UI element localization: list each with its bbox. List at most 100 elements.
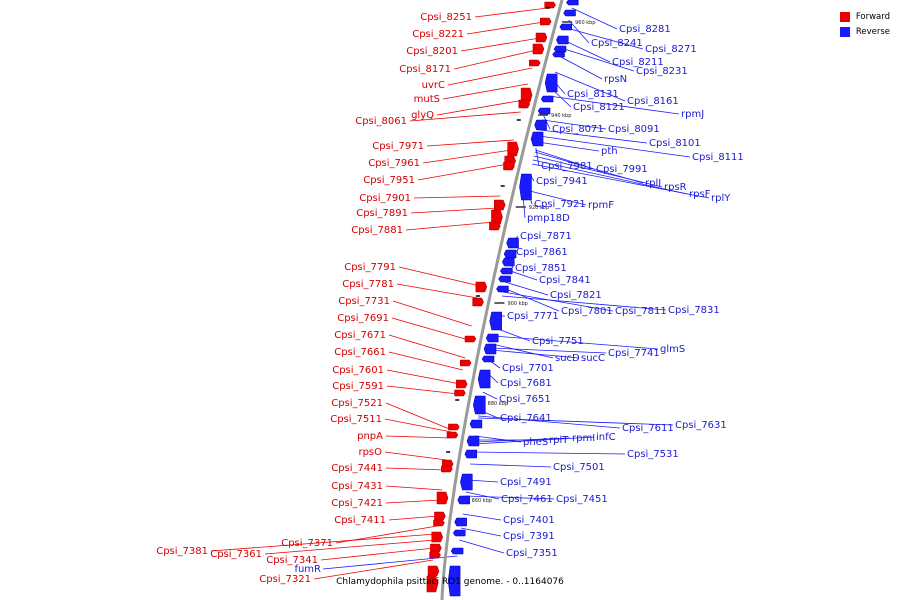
- forward-gene-label[interactable]: mutS: [414, 94, 440, 105]
- forward-gene-label[interactable]: Cpsi_7441: [331, 463, 383, 474]
- reverse-gene-label[interactable]: Cpsi_7991: [596, 164, 648, 175]
- reverse-gene-block[interactable]: [530, 131, 544, 147]
- forward-gene-label[interactable]: Cpsi_7341: [266, 555, 318, 566]
- reverse-gene-label[interactable]: rpsF: [689, 189, 711, 200]
- forward-gene-label[interactable]: Cpsi_8061: [355, 116, 407, 127]
- forward-gene-block[interactable]: [544, 1, 556, 9]
- forward-gene-label[interactable]: Cpsi_7881: [351, 225, 403, 236]
- reverse-gene-block[interactable]: [544, 73, 558, 93]
- reverse-gene-label[interactable]: Cpsi_7941: [536, 176, 588, 187]
- forward-gene-label[interactable]: Cpsi_7321: [259, 574, 311, 585]
- forward-gene-label[interactable]: Cpsi_7791: [344, 262, 396, 273]
- reverse-gene-label[interactable]: Cpsi_7461: [501, 494, 553, 505]
- forward-gene-block[interactable]: [464, 335, 477, 343]
- reverse-gene-block[interactable]: [460, 473, 473, 491]
- reverse-gene-block[interactable]: [500, 267, 513, 275]
- forward-gene-label[interactable]: Cpsi_7591: [332, 381, 384, 392]
- forward-gene-block[interactable]: [448, 423, 460, 431]
- forward-gene-block[interactable]: [539, 17, 552, 26]
- reverse-gene-label[interactable]: Cpsi_8131: [567, 89, 619, 100]
- reverse-gene-label[interactable]: Cpsi_7801: [561, 306, 613, 317]
- forward-gene-label[interactable]: Cpsi_7431: [331, 481, 383, 492]
- reverse-gene-label[interactable]: Cpsi_8091: [608, 124, 660, 135]
- forward-gene-label[interactable]: Cpsi_8251: [420, 12, 472, 23]
- reverse-gene-label[interactable]: glmS: [660, 344, 685, 355]
- reverse-gene-label[interactable]: Cpsi_7491: [500, 477, 552, 488]
- reverse-gene-block[interactable]: [481, 355, 495, 363]
- reverse-gene-block[interactable]: [566, 0, 579, 6]
- reverse-gene-label[interactable]: Cpsi_8231: [636, 66, 688, 77]
- reverse-gene-label[interactable]: rplT: [549, 435, 569, 446]
- reverse-gene-label[interactable]: Cpsi_7861: [516, 247, 568, 258]
- reverse-gene-block[interactable]: [473, 395, 486, 415]
- reverse-gene-block[interactable]: [498, 275, 511, 283]
- forward-gene-block[interactable]: [436, 491, 449, 505]
- reverse-gene-block[interactable]: [489, 311, 502, 331]
- forward-gene-block[interactable]: [431, 531, 443, 543]
- reverse-gene-label[interactable]: Cpsi_8071: [552, 124, 604, 135]
- reverse-gene-block[interactable]: [502, 257, 515, 267]
- forward-gene-block[interactable]: [489, 221, 501, 231]
- forward-gene-block[interactable]: [434, 511, 446, 521]
- reverse-gene-block[interactable]: [469, 419, 483, 429]
- forward-gene-block[interactable]: [433, 519, 445, 527]
- reverse-gene-block[interactable]: [450, 547, 464, 555]
- reverse-gene-block[interactable]: [552, 51, 565, 58]
- reverse-gene-block[interactable]: [503, 249, 517, 259]
- reverse-gene-label[interactable]: pth: [601, 146, 618, 157]
- reverse-gene-label[interactable]: sucC: [581, 353, 605, 364]
- reverse-gene-label[interactable]: Cpsi_8211: [612, 57, 664, 68]
- reverse-gene-label[interactable]: Cpsi_7501: [553, 462, 605, 473]
- reverse-gene-label[interactable]: Cpsi_8161: [627, 96, 679, 107]
- reverse-gene-label[interactable]: Cpsi_7651: [499, 394, 551, 405]
- reverse-gene-block[interactable]: [457, 495, 470, 505]
- forward-gene-label[interactable]: Cpsi_7891: [356, 208, 408, 219]
- reverse-gene-label[interactable]: pmp18D: [527, 213, 570, 224]
- forward-gene-label[interactable]: pnpA: [357, 431, 383, 442]
- forward-gene-label[interactable]: uvrC: [422, 80, 445, 91]
- forward-gene-label[interactable]: rpsO: [358, 447, 382, 458]
- forward-gene-block[interactable]: [535, 32, 548, 43]
- reverse-gene-block[interactable]: [447, 565, 461, 597]
- reverse-gene-block[interactable]: [452, 529, 466, 537]
- reverse-gene-label[interactable]: Cpsi_8121: [573, 102, 625, 113]
- forward-gene-block[interactable]: [446, 431, 459, 439]
- reverse-gene-label[interactable]: Cpsi_8271: [645, 44, 697, 55]
- reverse-gene-block[interactable]: [454, 517, 467, 527]
- reverse-gene-label[interactable]: Cpsi_7831: [668, 305, 720, 316]
- reverse-gene-block[interactable]: [496, 285, 509, 293]
- forward-gene-label[interactable]: Cpsi_8171: [399, 64, 451, 75]
- forward-gene-label[interactable]: Cpsi_7601: [332, 365, 384, 376]
- reverse-gene-label[interactable]: Cpsi_7531: [627, 449, 679, 460]
- reverse-gene-label[interactable]: Cpsi_7821: [550, 290, 602, 301]
- forward-gene-block[interactable]: [455, 379, 468, 389]
- forward-gene-label[interactable]: Cpsi_7971: [372, 141, 424, 152]
- reverse-gene-label[interactable]: pheS: [523, 437, 548, 448]
- reverse-gene-label[interactable]: infC: [596, 432, 616, 443]
- reverse-gene-label[interactable]: Cpsi_7981: [541, 161, 593, 172]
- reverse-gene-label[interactable]: Cpsi_7701: [502, 363, 554, 374]
- forward-gene-block[interactable]: [459, 359, 472, 367]
- forward-gene-block[interactable]: [475, 281, 488, 293]
- reverse-gene-block[interactable]: [540, 95, 554, 103]
- reverse-gene-block[interactable]: [464, 449, 478, 459]
- forward-gene-label[interactable]: Cpsi_8201: [406, 46, 458, 57]
- reverse-gene-label[interactable]: Cpsi_7851: [515, 263, 567, 274]
- reverse-gene-block[interactable]: [477, 369, 491, 389]
- reverse-gene-label[interactable]: Cpsi_7921: [534, 199, 586, 210]
- forward-gene-block[interactable]: [529, 59, 541, 67]
- forward-gene-label[interactable]: Cpsi_7691: [337, 313, 389, 324]
- reverse-gene-label[interactable]: sucD: [555, 353, 580, 364]
- reverse-gene-label[interactable]: Cpsi_7841: [539, 275, 591, 286]
- forward-gene-label[interactable]: Cpsi_7421: [331, 498, 383, 509]
- reverse-gene-label[interactable]: rpsR: [664, 182, 687, 193]
- reverse-gene-block[interactable]: [559, 23, 573, 31]
- forward-gene-block[interactable]: [429, 551, 441, 559]
- forward-gene-label[interactable]: Cpsi_7371: [281, 538, 333, 549]
- reverse-gene-label[interactable]: rpmJ: [681, 109, 704, 120]
- reverse-gene-label[interactable]: Cpsi_7351: [506, 548, 558, 559]
- reverse-gene-label[interactable]: fumR: [294, 564, 321, 575]
- reverse-gene-label[interactable]: Cpsi_7401: [503, 515, 555, 526]
- reverse-gene-label[interactable]: rpmI: [572, 433, 595, 444]
- reverse-gene-label[interactable]: rpsN: [604, 74, 627, 85]
